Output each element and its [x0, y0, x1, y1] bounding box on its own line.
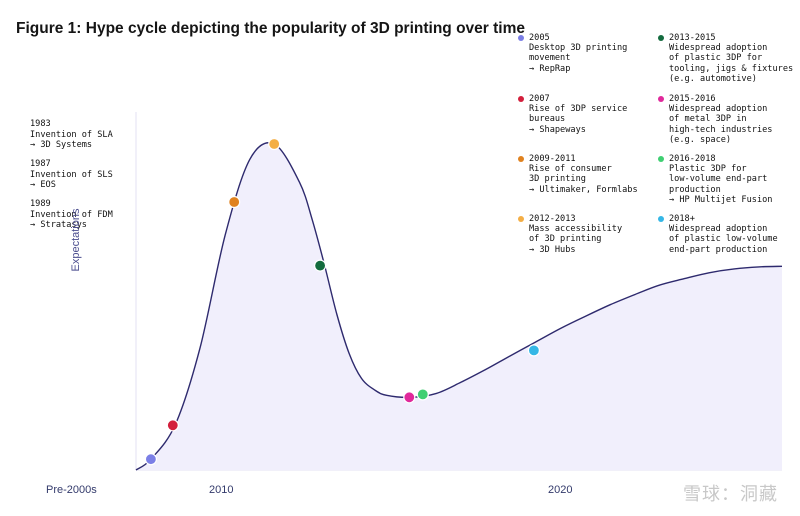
legend-year: 2015-2016	[669, 94, 716, 104]
legend-item-2012-2013: 2012-2013 Mass accessibility of 3D print…	[518, 214, 659, 255]
marker-2016-2018	[416, 388, 429, 401]
legend-year: 2012-2013	[529, 214, 576, 224]
marker-2018-plus	[527, 344, 541, 357]
legend-text: Widespread adoption of metal 3DP in high…	[669, 104, 773, 145]
milestone-company: → Stratasys	[30, 220, 87, 231]
x-tick-label: 2010	[209, 484, 234, 496]
milestone-1987: 1987 Invention of SLS → EOS	[30, 159, 140, 191]
legend-dot	[658, 216, 664, 222]
legend-text: Rise of consumer 3D printing → Ultimaker…	[529, 164, 638, 195]
legend-text: Plastic 3DP for low-volume end-part prod…	[669, 164, 773, 205]
milestone-company: → EOS	[30, 180, 56, 191]
legend-item-2007: 2007 Rise of 3DP service bureaus → Shape…	[518, 94, 659, 135]
x-tick-label: Pre-2000s	[46, 484, 97, 496]
milestone-1989: 1989 Invention of FDM → Stratasys	[30, 199, 140, 231]
milestone-1983: 1983 Invention of SLA → 3D Systems	[30, 119, 140, 151]
legend-year: 2009-2011	[529, 154, 576, 164]
milestone-company: → 3D Systems	[30, 140, 93, 151]
milestone-event: Invention of SLS	[30, 169, 113, 180]
legend-item-2009-2011: 2009-2011 Rise of consumer 3D printing →…	[518, 154, 659, 195]
legend-dot	[518, 156, 524, 162]
marker-2012-2013	[268, 137, 281, 151]
x-tick-label: 2020	[548, 484, 573, 496]
legend-dot	[518, 96, 524, 102]
legend-dot	[518, 216, 524, 222]
legend-text: Rise of 3DP service bureaus → Shapeways	[529, 104, 628, 135]
curve-fill-area	[136, 142, 782, 470]
legend-item-2005: 2005 Desktop 3D printing movement → RepR…	[518, 33, 659, 74]
legend-text: Widespread adoption of plastic low-volum…	[669, 224, 778, 255]
marker-2009-2011	[228, 195, 241, 209]
legend-year: 2005	[529, 33, 550, 43]
legend-year: 2007	[529, 94, 550, 104]
legend-year: 2018+	[669, 214, 695, 224]
legend-item-2013-2015: 2013-2015 Widespread adoption of plastic…	[658, 33, 799, 84]
milestone-event: Invention of SLA	[30, 129, 113, 140]
legend-year: 2013-2015	[669, 33, 716, 43]
watermark: 雪球：洞藏	[683, 484, 778, 505]
legend-dot	[518, 35, 524, 41]
milestone-year: 1989	[30, 199, 51, 209]
milestone-year: 1987	[30, 159, 51, 169]
legend-text: Widespread adoption of plastic 3DP for t…	[669, 43, 794, 84]
legend-dot	[658, 35, 664, 41]
legend-year: 2016-2018	[669, 154, 716, 164]
marker-2015-2016	[403, 391, 416, 404]
milestone-event: Invention of FDM	[30, 209, 113, 220]
legend-item-2016-2018: 2016-2018 Plastic 3DP for low-volume end…	[658, 154, 799, 205]
marker-2013-2015	[314, 259, 327, 272]
legend-text: Mass accessibility of 3D printing → 3D H…	[529, 224, 623, 255]
marker-2005	[144, 453, 157, 466]
legend-item-2015-2016: 2015-2016 Widespread adoption of metal 3…	[658, 94, 799, 145]
legend-item-2018-plus: 2018+ Widespread adoption of plastic low…	[658, 214, 799, 255]
chart-title: Figure 1: Hype cycle depicting the popul…	[16, 20, 525, 37]
milestone-markers	[144, 137, 541, 466]
legend-text: Desktop 3D printing movement → RepRap	[529, 43, 628, 74]
legend-dot	[658, 96, 664, 102]
marker-2007	[166, 419, 179, 432]
milestone-year: 1983	[30, 119, 51, 129]
legend-dot	[658, 156, 664, 162]
y-axis-label: Expectations	[70, 208, 82, 272]
